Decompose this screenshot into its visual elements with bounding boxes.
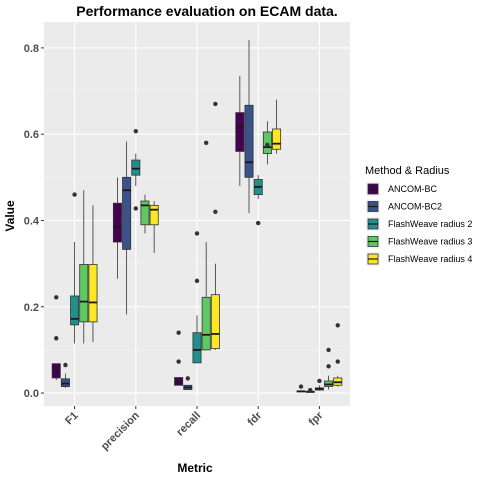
box-precision-FlashWeave-radius-2 [131,128,141,211]
outlier-point [256,220,261,226]
box-fpr-FlashWeave-radius-2 [314,378,324,391]
y-axis-title: Value [3,200,17,232]
outlier-point [176,359,181,364]
box-fdr-FlashWeave-radius-3 [262,121,272,165]
outlier-point [133,206,138,211]
outlier-point [194,231,200,236]
outlier-point [317,378,322,384]
box-F1-FlashWeave-radius-4 [88,205,98,343]
outlier-point [213,101,218,107]
box-F1-ANCOM-BC2 [60,362,70,388]
box-body [131,159,141,176]
outlier-point [298,384,304,389]
legend-label: FlashWeave radius 4 [388,254,472,264]
y-tick-label: 0.6 [24,129,39,141]
outlier-point [213,209,218,215]
legend-item-FlashWeave-radius-3: FlashWeave radius 3 [366,234,472,249]
box-fpr-ANCOM-BC2 [305,387,315,393]
y-tick-label: 0.0 [24,388,39,400]
x-tick-label-precision: precision [99,409,142,452]
box-body [70,295,80,326]
box-fpr-FlashWeave-radius-4 [333,323,343,387]
outlier-point [326,347,331,353]
box-body [244,104,254,178]
box-body [140,200,150,226]
box-F1-FlashWeave-radius-2 [70,192,80,344]
legend-label: ANCOM-BC [388,184,437,194]
x-axis-title: Metric [177,461,213,475]
box-body [272,128,282,150]
x-tick-label-recall: recall [174,410,203,439]
box-precision-FlashWeave-radius-4 [149,201,159,253]
x-axis: F1 precision recall fdr fpr [63,406,326,453]
outlier-point [54,336,59,341]
box-recall-FlashWeave-radius-4 [210,101,220,350]
outlier-point [194,278,200,284]
box-body [235,112,245,152]
outlier-point [308,387,313,393]
box-body [122,176,132,250]
box-body [88,264,98,323]
legend-item-ANCOM-BC: ANCOM-BC [366,182,437,196]
box-precision-FlashWeave-radius-3 [140,194,150,234]
outlier-point [203,140,209,146]
x-tick-label-F1: F1 [63,410,81,428]
outlier-point [185,376,191,381]
y-axis: 0.0 0.2 0.4 0.6 0.8 [24,43,44,400]
outlier-point [72,192,77,197]
box-recall-FlashWeave-radius-3 [201,140,211,351]
legend: Method & Radius ANCOM-BC ANCOM-BC2 FlashWe… [365,165,472,266]
box-fdr-FlashWeave-radius-2 [253,175,263,226]
y-tick-label: 0.8 [24,43,39,55]
box-recall-ANCOM-BC2 [183,376,193,391]
box-body [112,202,122,243]
y-tick-label: 0.4 [24,215,40,227]
legend-item-FlashWeave-radius-2: FlashWeave radius 2 [366,217,472,231]
box-body [210,294,220,350]
box-fpr-ANCOM-BC [296,384,306,393]
outlier-point [335,359,340,364]
legend-title: Method & Radius [365,165,450,177]
box-F1-ANCOM-BC [51,295,61,381]
box-fpr-FlashWeave-radius-3 [324,347,334,390]
outlier-point [133,128,138,134]
box-recall-FlashWeave-radius-2 [192,231,202,364]
outlier-point [335,323,340,328]
outlier-point [54,295,59,300]
box-precision-ANCOM-BC2 [122,141,132,315]
box-precision-ANCOM-BC [112,177,122,279]
legend-label: FlashWeave radius 2 [388,219,472,229]
legend-label: ANCOM-BC2 [388,202,442,212]
legend-label: FlashWeave radius 3 [388,237,472,247]
box-body [79,264,89,323]
outlier-point [326,364,331,369]
box-body [149,204,159,226]
box-fdr-FlashWeave-radius-4 [272,99,282,154]
chart-title: Performance evaluation on ECAM data. [76,3,337,19]
box-fdr-ANCOM-BC2 [244,40,254,214]
legend-item-ANCOM-BC2: ANCOM-BC2 [366,199,442,214]
box-fdr-ANCOM-BC [235,75,245,186]
box-F1-FlashWeave-radius-3 [79,190,89,344]
legend-item-FlashWeave-radius-4: FlashWeave radius 4 [366,252,472,266]
outlier-point [63,362,68,368]
x-tick-label-fdr: fdr [245,409,264,428]
x-tick-label-fpr: fpr [307,409,326,428]
y-tick-label: 0.2 [24,302,39,314]
outlier-point [176,330,181,335]
boxes [51,40,343,393]
box-body [201,296,211,351]
outlier-point [265,142,270,148]
box-recall-ANCOM-BC [174,330,184,386]
box-body [192,332,202,364]
